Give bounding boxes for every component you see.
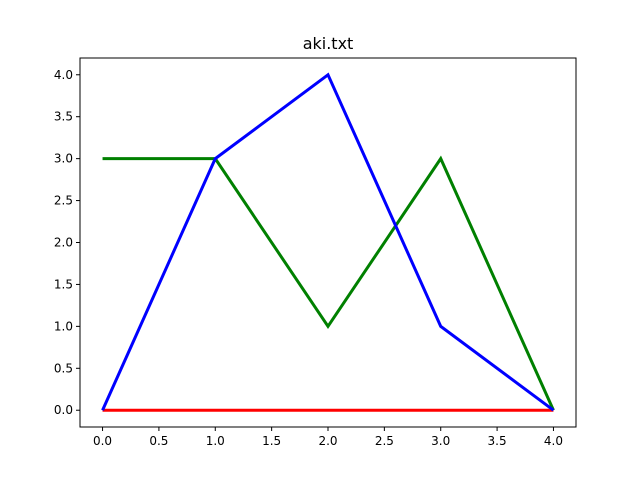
- x-tick-label: 1.5: [262, 434, 281, 448]
- x-tick-label: 0.5: [149, 434, 168, 448]
- y-tick-label: 2.0: [54, 236, 73, 250]
- series-layer: [101, 72, 555, 412]
- series-line-2: [101, 72, 555, 412]
- x-axis: 0.0 0.5 1.0 1.5 2.0 2.5 3.0 3.5 4.0: [93, 427, 563, 448]
- y-tick-label: 3.0: [54, 152, 73, 166]
- series-line-1: [102, 155, 555, 411]
- x-tick-label: 4.0: [544, 434, 563, 448]
- y-tick-label: 3.5: [54, 110, 73, 124]
- x-tick-label: 2.0: [318, 434, 337, 448]
- x-tick-label: 1.0: [206, 434, 225, 448]
- y-tick-label: 1.0: [54, 319, 73, 333]
- x-tick-label: 0.0: [93, 434, 112, 448]
- x-tick-label: 2.5: [375, 434, 394, 448]
- y-tick-label: 1.5: [54, 277, 73, 291]
- y-tick-label: 2.5: [54, 194, 73, 208]
- y-tick-label: 4.0: [54, 68, 73, 82]
- x-tick-label: 3.5: [488, 434, 507, 448]
- y-tick-label: 0.5: [54, 361, 73, 375]
- y-tick-label: 0.0: [54, 403, 73, 417]
- chart-title: aki.txt: [303, 34, 354, 53]
- y-axis: 0.0 0.5 1.0 1.5 2.0 2.5 3.0 3.5 4.0: [54, 68, 80, 417]
- x-tick-label: 3.0: [431, 434, 450, 448]
